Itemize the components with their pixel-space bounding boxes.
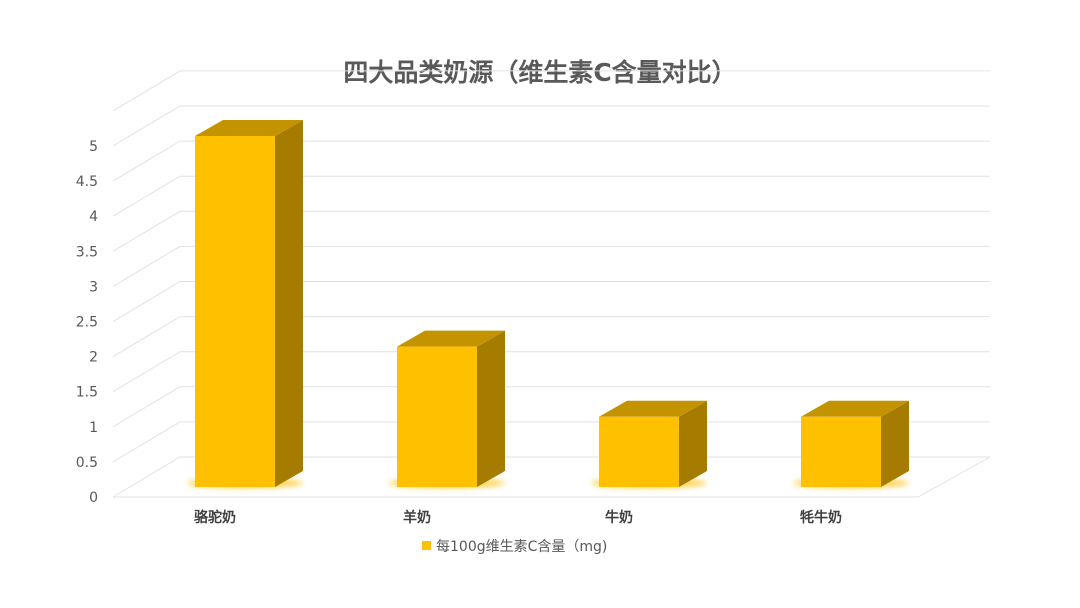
gridline xyxy=(112,245,990,287)
bar-side xyxy=(477,330,505,487)
gridline xyxy=(112,105,990,147)
x-tick-label: 骆驼奶 xyxy=(194,509,236,526)
floor-edge xyxy=(113,456,991,498)
bar-front xyxy=(397,346,477,487)
y-tick-label: 2 xyxy=(89,350,98,366)
bar-羊奶 xyxy=(389,330,505,488)
y-tick-label: 1 xyxy=(89,420,98,436)
chart-title: 四大品类奶源（维生素C含量对比） xyxy=(343,58,736,87)
gridline xyxy=(112,281,990,322)
gridline xyxy=(112,210,990,252)
y-tick-label: 0.5 xyxy=(76,455,98,471)
legend-label: 每100g维生素C含量（mg) xyxy=(436,539,607,555)
bar-牛奶 xyxy=(591,400,707,488)
gridline xyxy=(112,456,990,498)
bar-top xyxy=(599,400,707,417)
legend: 每100g维生素C含量（mg) xyxy=(422,539,607,555)
bar-front xyxy=(599,416,679,487)
bar-top xyxy=(397,330,505,347)
y-tick-label: 0 xyxy=(89,490,98,506)
y-tick-label: 2.5 xyxy=(76,315,98,331)
bar-top xyxy=(195,120,303,136)
gridline xyxy=(112,175,990,217)
y-tick-label: 1.5 xyxy=(76,385,98,401)
gridlines xyxy=(112,70,991,498)
bar-front xyxy=(801,416,881,487)
gridline xyxy=(112,351,990,393)
gridline xyxy=(112,316,990,358)
gridline xyxy=(112,140,990,182)
y-tick-label: 3 xyxy=(89,279,98,295)
y-tick-label: 5 xyxy=(89,139,98,155)
bar-top xyxy=(801,400,909,417)
y-tick-label: 4.5 xyxy=(76,174,98,190)
bar-side xyxy=(881,400,909,487)
bars xyxy=(187,120,909,488)
bar-front xyxy=(195,136,275,487)
x-tick-label: 牛奶 xyxy=(605,509,633,526)
gridline xyxy=(112,386,990,428)
bar-side xyxy=(275,120,303,487)
x-tick-label: 牦牛奶 xyxy=(800,509,842,526)
legend-swatch xyxy=(422,541,431,550)
bar-牦牛奶 xyxy=(793,400,909,488)
bar-骆驼奶 xyxy=(187,120,303,488)
bar-side xyxy=(679,400,707,487)
y-axis-ticks: 0 0.5 1 1.5 2 2.5 3 3.5 4 4.5 5 xyxy=(76,139,98,506)
x-axis-labels: 骆驼奶 羊奶 牛奶 牦牛奶 xyxy=(194,509,842,526)
gridline xyxy=(112,70,990,112)
y-tick-label: 4 xyxy=(89,209,98,225)
x-tick-label: 羊奶 xyxy=(403,509,431,526)
y-tick-label: 3.5 xyxy=(76,244,98,260)
gridline xyxy=(112,421,990,463)
